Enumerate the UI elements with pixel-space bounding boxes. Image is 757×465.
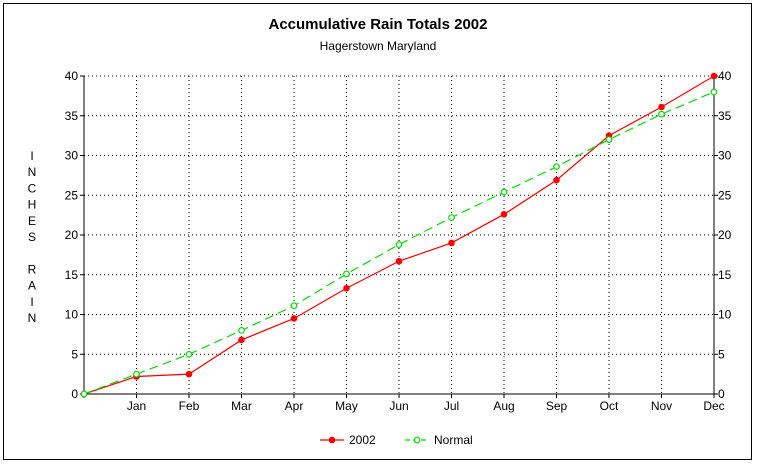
- series-group: [80, 72, 718, 398]
- x-tick-label: Feb: [179, 399, 200, 413]
- data-point-1: [185, 350, 193, 358]
- axes: [83, 76, 715, 395]
- y-axis-label-char: N: [28, 165, 37, 179]
- x-tick-label: May: [335, 399, 358, 413]
- y-axis-label-char: H: [28, 198, 37, 212]
- data-point-0: [500, 211, 508, 218]
- data-point-1: [500, 188, 508, 196]
- data-point-0: [395, 257, 403, 265]
- data-point-1: [133, 370, 140, 378]
- data-point-0: [658, 103, 665, 111]
- y-axis-label-char: N: [28, 311, 37, 325]
- y-axis-label-char: A: [28, 279, 36, 293]
- x-tick-label: Oct: [600, 399, 619, 413]
- x-tick-label: Dec: [703, 399, 724, 413]
- y-axis-left-ticks: 0 5 10 15 20 25 30 35 40: [65, 69, 84, 401]
- data-point-0: [238, 336, 245, 344]
- y-tick-label-right: 20: [718, 228, 732, 242]
- y-tick-label-left: 10: [65, 308, 79, 322]
- x-tick-label: Aug: [493, 399, 514, 413]
- x-tick-label: Sep: [546, 399, 568, 413]
- y-axis-label-char: I: [30, 295, 33, 309]
- y-tick-label-left: 15: [65, 268, 79, 282]
- data-point-0: [343, 284, 350, 292]
- y-tick-label-right: 40: [718, 69, 732, 83]
- y-tick-label-right: 15: [718, 268, 732, 282]
- y-axis-label-char: C: [28, 181, 37, 195]
- y-tick-label-right: 25: [718, 188, 732, 202]
- y-axis-label-char: S: [28, 230, 36, 244]
- chart-title: Accumulative Rain Totals 2002: [269, 16, 488, 33]
- y-axis-right-ticks: 0 5 10 15 20 25 30 35 40: [714, 69, 732, 401]
- x-axis-ticks: Jan Feb Mar Apr May Jun Jul Aug Sep Oct Nov Dec: [83, 394, 725, 413]
- y-tick-label-right: 5: [718, 347, 725, 361]
- y-tick-label-left: 25: [65, 188, 79, 202]
- y-axis-label-char: I: [30, 149, 33, 163]
- y-tick-label-left: 35: [65, 109, 79, 123]
- y-tick-label-left: 40: [65, 69, 79, 83]
- data-point-1: [553, 163, 560, 171]
- x-tick-label: Jun: [389, 399, 408, 413]
- y-tick-label-right: 10: [718, 308, 732, 322]
- data-point-1: [395, 241, 403, 248]
- data-point-1: [605, 136, 613, 144]
- chart-subtitle: Hagerstown Maryland: [320, 39, 437, 53]
- data-point-0: [185, 370, 193, 378]
- y-tick-label-left: 0: [71, 387, 78, 401]
- y-tick-label-left: 20: [65, 228, 79, 242]
- series-line-0: [83, 75, 715, 395]
- data-point-0: [448, 239, 455, 247]
- x-tick-label: Jan: [127, 399, 146, 413]
- x-tick-label: Jul: [444, 399, 459, 413]
- x-tick-label: Nov: [651, 399, 672, 413]
- data-point-0: [710, 72, 718, 80]
- chart-frame: [3, 3, 752, 460]
- legend-marker-1: [413, 436, 421, 444]
- y-tick-label-left: 5: [71, 347, 78, 361]
- legend-label-0: 2002: [349, 433, 376, 447]
- x-tick-label: Apr: [285, 399, 304, 413]
- data-point-1: [80, 390, 88, 398]
- data-point-1: [290, 302, 298, 310]
- x-tick-label: Mar: [231, 399, 252, 413]
- data-point-0: [290, 315, 298, 322]
- data-point-1: [658, 110, 665, 118]
- y-tick-label-right: 35: [718, 109, 732, 123]
- y-tick-label-right: 30: [718, 149, 732, 163]
- y-axis-label-char: E: [28, 214, 36, 228]
- data-point-1: [238, 327, 245, 334]
- grid-lines: [84, 75, 714, 394]
- y-tick-label-right: 0: [718, 387, 725, 401]
- y-tick-label-left: 30: [65, 149, 79, 163]
- y-axis-label-char: R: [28, 262, 37, 276]
- legend-label-1: Normal: [434, 433, 473, 447]
- legend: 2002 Normal: [320, 433, 473, 447]
- data-point-1: [343, 270, 350, 278]
- legend-marker-0: [328, 436, 336, 444]
- data-point-1: [448, 214, 455, 221]
- data-point-0: [553, 176, 560, 184]
- data-point-1: [710, 88, 718, 96]
